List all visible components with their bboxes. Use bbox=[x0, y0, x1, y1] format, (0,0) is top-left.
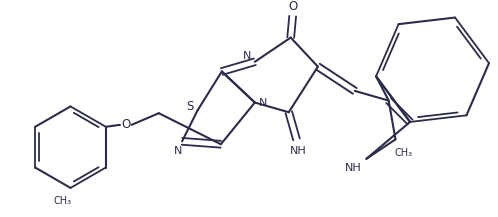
Text: N: N bbox=[258, 97, 267, 108]
Text: CH₃: CH₃ bbox=[394, 148, 412, 158]
Text: NH: NH bbox=[345, 163, 361, 174]
Text: N: N bbox=[243, 51, 251, 61]
Text: O: O bbox=[288, 0, 297, 13]
Text: N: N bbox=[174, 146, 182, 156]
Text: S: S bbox=[186, 100, 194, 113]
Text: NH: NH bbox=[290, 146, 307, 156]
Text: O: O bbox=[121, 118, 130, 131]
Text: CH₃: CH₃ bbox=[54, 196, 72, 207]
